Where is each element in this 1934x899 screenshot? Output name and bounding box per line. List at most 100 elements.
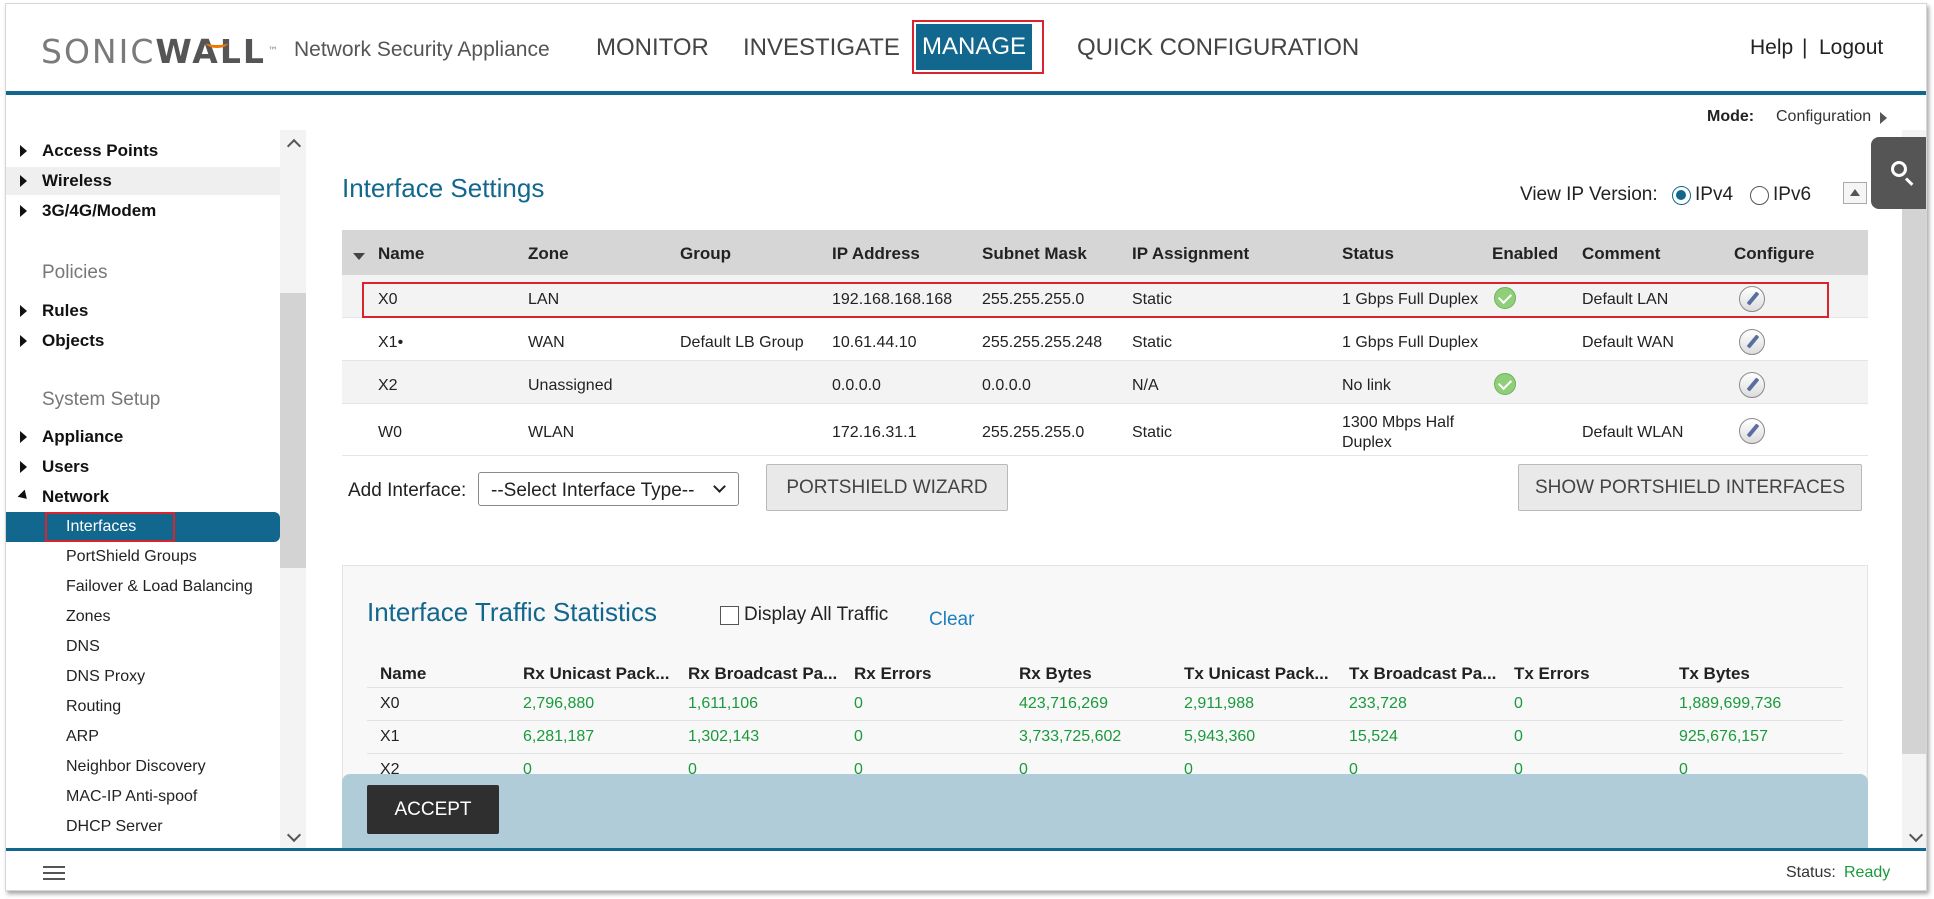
sidebar-item-dhcp-server[interactable]: DHCP Server <box>66 818 163 835</box>
mode-arrow-icon[interactable] <box>1880 112 1887 124</box>
sidebar-item-interfaces[interactable]: Interfaces <box>66 518 137 535</box>
column-header-status[interactable]: Status <box>1342 244 1394 263</box>
edit-icon[interactable] <box>1739 286 1765 312</box>
ipv4-label[interactable]: IPv4 <box>1695 184 1734 205</box>
menu-icon-line[interactable] <box>43 872 65 874</box>
nav-monitor[interactable]: MONITOR <box>596 34 709 61</box>
sidebar-item-mac-ip-anti-spoof[interactable]: MAC-IP Anti-spoof <box>66 788 198 805</box>
stats-header-rx-errors[interactable]: Rx Errors <box>854 664 932 683</box>
mode-value[interactable]: Configuration <box>1776 108 1872 125</box>
ipv4-radio[interactable] <box>1672 186 1691 205</box>
row-ip: 10.61.44.10 <box>832 334 917 351</box>
row-zone: WAN <box>528 334 565 351</box>
row-assignment: Static <box>1132 334 1173 351</box>
stats-header-name[interactable]: Name <box>380 664 427 683</box>
stats-cell: 0 <box>1514 695 1523 712</box>
sidebar-item-users[interactable]: Users <box>6 453 280 481</box>
sidebar-item-arp[interactable]: ARP <box>66 728 99 745</box>
column-header-enabled[interactable]: Enabled <box>1492 244 1559 263</box>
stats-cell: 423,716,269 <box>1019 695 1108 712</box>
table-row[interactable] <box>342 404 1868 456</box>
clear-link[interactable]: Clear <box>929 609 975 630</box>
collapse-section-button[interactable] <box>1843 182 1867 204</box>
search-button[interactable] <box>1871 137 1926 209</box>
row-status-line2: Duplex <box>1342 434 1392 451</box>
stats-cell: 1,889,699,736 <box>1679 695 1782 712</box>
sidebar-item-neighbor-discovery[interactable]: Neighbor Discovery <box>66 758 206 775</box>
stats-header-tx-errors[interactable]: Tx Errors <box>1514 664 1590 683</box>
sidebar-item-wireless[interactable]: Wireless <box>6 167 280 195</box>
main-scroll-thumb[interactable] <box>1902 209 1926 754</box>
sidebar-active-highlight <box>45 512 175 542</box>
column-header-zone[interactable]: Zone <box>528 244 569 263</box>
column-header-group[interactable]: Group <box>680 244 731 263</box>
row-comment: Default WLAN <box>1582 424 1684 441</box>
stats-cell: 0 <box>523 761 532 778</box>
table-row[interactable] <box>342 318 1868 361</box>
sidebar-item-failover-load-balancing[interactable]: Failover & Load Balancing <box>66 578 253 595</box>
stats-header-rx-broadcast[interactable]: Rx Broadcast Pa... <box>688 664 838 683</box>
display-all-traffic-checkbox[interactable] <box>720 606 739 625</box>
row-ip: 192.168.168.168 <box>832 291 953 308</box>
stats-header-tx-bytes[interactable]: Tx Bytes <box>1679 664 1750 683</box>
sidebar-scroll-thumb[interactable] <box>280 293 306 568</box>
sidebar-item-objects[interactable]: Objects <box>6 327 280 355</box>
ipv6-label[interactable]: IPv6 <box>1773 184 1812 205</box>
stats-divider <box>367 720 1843 721</box>
sidebar: Access Points Wireless 3G/4G/Modem Polic… <box>6 130 306 848</box>
show-portshield-interfaces-button[interactable]: SHOW PORTSHIELD INTERFACES <box>1518 464 1862 511</box>
sidebar-item-appliance[interactable]: Appliance <box>6 423 280 451</box>
sidebar-section-system-setup: System Setup <box>42 389 161 410</box>
stats-cell: X2 <box>380 761 400 778</box>
row-mask: 255.255.255.0 <box>982 291 1085 308</box>
sidebar-item-rules[interactable]: Rules <box>6 297 280 325</box>
sidebar-item-zones[interactable]: Zones <box>66 608 111 625</box>
logout-link[interactable]: Logout <box>1819 36 1884 59</box>
stats-header-rx-unicast[interactable]: Rx Unicast Pack... <box>523 664 670 683</box>
sidebar-item-dns-proxy[interactable]: DNS Proxy <box>66 668 146 685</box>
sidebar-item-routing[interactable]: Routing <box>66 698 122 715</box>
ipv6-radio[interactable] <box>1750 186 1769 205</box>
edit-icon[interactable] <box>1739 418 1765 444</box>
column-header-ip-assignment[interactable]: IP Assignment <box>1132 244 1250 263</box>
edit-icon[interactable] <box>1739 329 1765 355</box>
stats-cell: 0 <box>1184 761 1193 778</box>
nav-manage[interactable]: MANAGE <box>916 24 1032 70</box>
interface-type-select[interactable] <box>478 472 739 506</box>
row-name: X0 <box>378 291 398 308</box>
help-link[interactable]: Help <box>1750 36 1794 59</box>
sidebar-item-access-points[interactable]: Access Points <box>6 137 280 165</box>
portshield-wizard-button[interactable]: PORTSHIELD WIZARD <box>766 464 1008 511</box>
sidebar-item-label: Network <box>42 487 110 506</box>
accept-bar <box>342 774 1868 848</box>
menu-icon-line[interactable] <box>43 878 65 880</box>
table-row[interactable] <box>342 361 1868 404</box>
interface-type-select-value[interactable]: --Select Interface Type-- <box>491 480 695 501</box>
sidebar-item-3g-4g-modem[interactable]: 3G/4G/Modem <box>6 197 280 225</box>
sidebar-item-portshield-groups[interactable]: PortShield Groups <box>66 548 197 565</box>
column-header-comment[interactable]: Comment <box>1582 244 1661 263</box>
stats-header-tx-broadcast[interactable]: Tx Broadcast Pa... <box>1349 664 1497 683</box>
menu-icon[interactable] <box>43 866 65 868</box>
nav-investigate[interactable]: INVESTIGATE <box>743 34 900 61</box>
nav-quick-configuration[interactable]: QUICK CONFIGURATION <box>1077 34 1360 61</box>
stats-header-rx-bytes[interactable]: Rx Bytes <box>1019 664 1092 683</box>
edit-icon[interactable] <box>1739 372 1765 398</box>
accept-button[interactable]: ACCEPT <box>367 785 499 834</box>
enabled-check-icon <box>1494 287 1516 309</box>
sidebar-item-network[interactable]: Network <box>6 483 280 511</box>
display-all-traffic-label[interactable]: Display All Traffic <box>744 604 889 625</box>
status-value: Ready <box>1844 864 1891 881</box>
column-header-name[interactable]: Name <box>378 244 425 263</box>
column-header-ip-address[interactable]: IP Address <box>832 244 920 263</box>
row-status: 1 Gbps Full Duplex <box>1342 291 1479 308</box>
stats-cell: 15,524 <box>1349 728 1398 745</box>
sidebar-item-dns[interactable]: DNS <box>66 638 100 655</box>
column-header-configure[interactable]: Configure <box>1734 244 1815 263</box>
column-header-subnet-mask[interactable]: Subnet Mask <box>982 244 1087 263</box>
row-comment: Default LAN <box>1582 291 1669 308</box>
row-comment: Default WAN <box>1582 334 1674 351</box>
sort-caret-icon[interactable] <box>353 253 365 260</box>
sidebar-item-label: Rules <box>42 301 89 320</box>
stats-header-tx-unicast[interactable]: Tx Unicast Pack... <box>1184 664 1329 683</box>
